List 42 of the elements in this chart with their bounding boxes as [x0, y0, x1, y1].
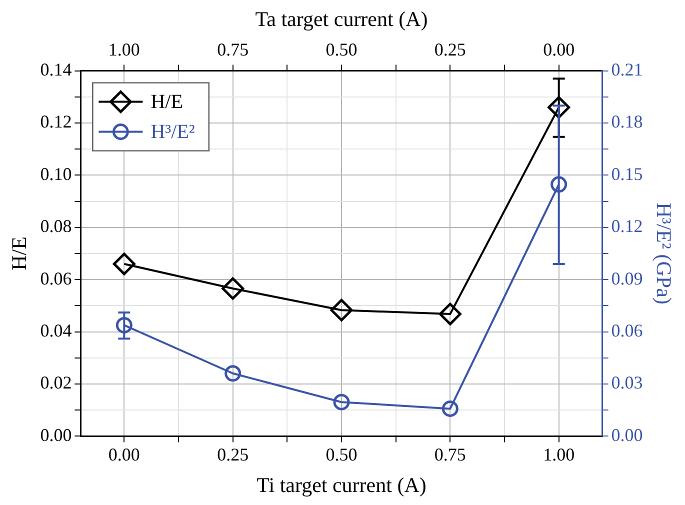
y-tick-label: 0.14	[40, 60, 72, 80]
y2-tick-label: 0.15	[611, 164, 643, 184]
point	[330, 298, 353, 322]
x-tick-label: 0.25	[217, 444, 249, 465]
y2-tick-label: 0.06	[611, 320, 643, 341]
y2-tick-label: 0.18	[611, 112, 643, 132]
x2-tick-label: 0.75	[217, 40, 249, 60]
point	[116, 316, 132, 334]
point	[333, 394, 350, 410]
point	[438, 302, 462, 326]
y2-axis-title: H³/E² (GPa)	[652, 202, 676, 304]
point	[442, 400, 458, 417]
y-tick-label: 0.08	[40, 216, 72, 236]
x2-tick-label: 0.50	[326, 40, 358, 60]
y-tick-label: 0.12	[40, 112, 72, 132]
x2-tick-label: 1.00	[108, 40, 140, 60]
legend-label: H³/E²	[150, 121, 195, 144]
point	[550, 176, 568, 193]
x-axis-title: Ti target current (A)	[256, 472, 426, 497]
y2-tick-label: 0.21	[611, 60, 643, 80]
x-tick-label: 0.00	[108, 444, 140, 465]
x2-tick-label: 0.00	[543, 40, 575, 60]
y2-tick-label: 0.03	[611, 372, 643, 393]
y-axis-title: H/E	[7, 236, 32, 270]
point	[548, 96, 570, 119]
x2-tick-label: 0.25	[434, 40, 466, 60]
point	[222, 277, 244, 300]
x2-axis-title: Ta target current (A)	[255, 7, 428, 32]
x-tick-label: 0.50	[326, 444, 358, 465]
y-tick-label: 0.04	[40, 320, 72, 341]
y2-tick-label: 0.12	[611, 216, 643, 236]
point	[224, 365, 242, 382]
y2-tick-label: 0.09	[611, 268, 643, 288]
y-tick-label: 0.02	[40, 372, 72, 393]
legend-label: H/E	[150, 91, 183, 114]
y-tick-label: 0.10	[40, 164, 72, 184]
x-tick-label: 0.75	[434, 444, 466, 465]
y-tick-label: 0.00	[40, 424, 72, 445]
x-tick-label: 1.00	[543, 444, 575, 465]
y-tick-label: 0.06	[40, 268, 72, 288]
y2-tick-label: 0.00	[611, 424, 643, 445]
point	[112, 252, 136, 276]
